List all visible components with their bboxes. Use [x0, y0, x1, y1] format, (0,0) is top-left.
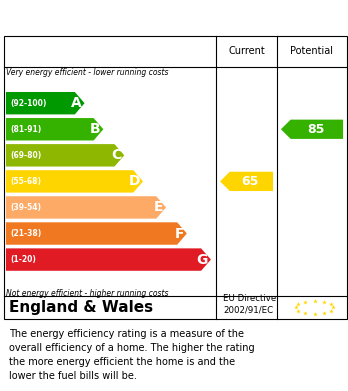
Text: 65: 65	[242, 175, 259, 188]
Text: (55-68): (55-68)	[10, 177, 41, 186]
Text: Energy Efficiency Rating: Energy Efficiency Rating	[9, 9, 230, 23]
Text: D: D	[129, 174, 140, 188]
Text: B: B	[90, 122, 101, 136]
Text: G: G	[197, 253, 208, 267]
Text: 85: 85	[307, 123, 324, 136]
Text: Current: Current	[228, 46, 265, 56]
Text: Very energy efficient - lower running costs: Very energy efficient - lower running co…	[6, 68, 168, 77]
Text: (1-20): (1-20)	[10, 255, 36, 264]
Polygon shape	[6, 222, 187, 245]
Polygon shape	[281, 120, 343, 139]
Polygon shape	[6, 118, 103, 140]
Text: (39-54): (39-54)	[10, 203, 41, 212]
Polygon shape	[220, 172, 273, 191]
Text: EU Directive
2002/91/EC: EU Directive 2002/91/EC	[223, 294, 277, 315]
Text: C: C	[111, 148, 121, 162]
Polygon shape	[6, 92, 85, 115]
Text: Potential: Potential	[291, 46, 333, 56]
Text: A: A	[71, 96, 82, 110]
Text: (81-91): (81-91)	[10, 125, 41, 134]
Text: Not energy efficient - higher running costs: Not energy efficient - higher running co…	[6, 289, 168, 298]
Polygon shape	[6, 144, 124, 167]
Text: (21-38): (21-38)	[10, 229, 41, 238]
Text: (69-80): (69-80)	[10, 151, 41, 160]
Text: E: E	[154, 201, 163, 214]
Text: England & Wales: England & Wales	[9, 300, 153, 315]
Text: The energy efficiency rating is a measure of the
overall efficiency of a home. T: The energy efficiency rating is a measur…	[9, 329, 254, 381]
Polygon shape	[6, 196, 166, 219]
Polygon shape	[6, 170, 143, 193]
Polygon shape	[6, 248, 211, 271]
Text: F: F	[175, 226, 184, 240]
Text: (92-100): (92-100)	[10, 99, 47, 108]
